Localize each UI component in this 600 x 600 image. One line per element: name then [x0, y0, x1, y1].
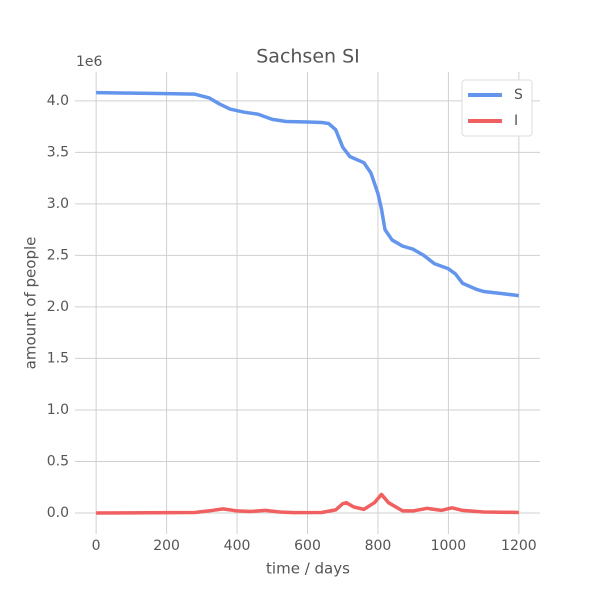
x-tick-label: 200	[153, 538, 180, 554]
series-line	[96, 90, 520, 298]
x-tick-label: 600	[294, 538, 321, 554]
y-tick-label: 1.5	[47, 350, 69, 366]
x-tick-label: 1000	[431, 538, 467, 554]
chart-title: Sachsen SI	[256, 46, 360, 68]
y-tick-label: 3.5	[47, 144, 69, 160]
y-tick-label: 0.0	[47, 505, 69, 521]
y-tick-label: 1.0	[47, 402, 69, 418]
series-line	[96, 492, 519, 515]
y-tick-label: 0.5	[47, 453, 69, 469]
legend-label: S	[514, 87, 523, 103]
y-tick-label: 2.5	[47, 247, 69, 263]
y-tick-label: 4.0	[47, 93, 69, 109]
x-tick-label: 0	[92, 538, 101, 554]
y-tick-label: 3.0	[47, 196, 69, 212]
legend-label: I	[514, 113, 518, 129]
x-tick-label: 800	[365, 538, 392, 554]
x-axis-label: time / days	[266, 560, 350, 578]
y-tick-label: 2.0	[47, 299, 69, 315]
y-axis-label: amount of people	[22, 237, 40, 370]
x-tick-label: 1200	[501, 538, 537, 554]
y-offset-label: 1e6	[76, 54, 103, 70]
x-tick-label: 400	[224, 538, 251, 554]
